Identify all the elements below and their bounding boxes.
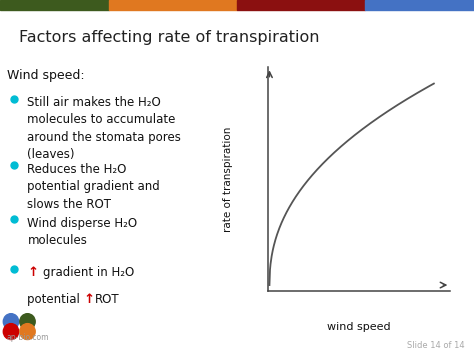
Text: Reduces the H₂O
potential gradient and
slows the ROT: Reduces the H₂O potential gradient and s… — [27, 163, 160, 211]
Text: Slide 14 of 14: Slide 14 of 14 — [407, 341, 465, 350]
Text: Factors affecting rate of transpiration: Factors affecting rate of transpiration — [19, 31, 319, 45]
Text: potential: potential — [27, 293, 84, 306]
Circle shape — [3, 314, 18, 329]
Text: ↑: ↑ — [27, 266, 38, 279]
Text: rate of transpiration: rate of transpiration — [223, 127, 233, 232]
Circle shape — [3, 324, 18, 339]
Text: Wind disperse H₂O
molecules: Wind disperse H₂O molecules — [27, 217, 137, 247]
Text: gradient in H₂O: gradient in H₂O — [43, 266, 134, 279]
Text: Still air makes the H₂O
molecules to accumulate
around the stomata pores
(leaves: Still air makes the H₂O molecules to acc… — [27, 96, 182, 162]
Circle shape — [20, 314, 35, 329]
Text: ROT: ROT — [95, 293, 119, 306]
Text: ↑: ↑ — [84, 293, 95, 306]
Bar — [365, 0, 474, 10]
Bar — [109, 0, 237, 10]
Circle shape — [20, 324, 35, 339]
Text: Wind speed:: Wind speed: — [7, 69, 84, 82]
Text: wind speed: wind speed — [327, 322, 391, 332]
Bar — [237, 0, 365, 10]
Bar — [0, 0, 109, 10]
Text: ap-bio.com: ap-bio.com — [7, 333, 49, 342]
